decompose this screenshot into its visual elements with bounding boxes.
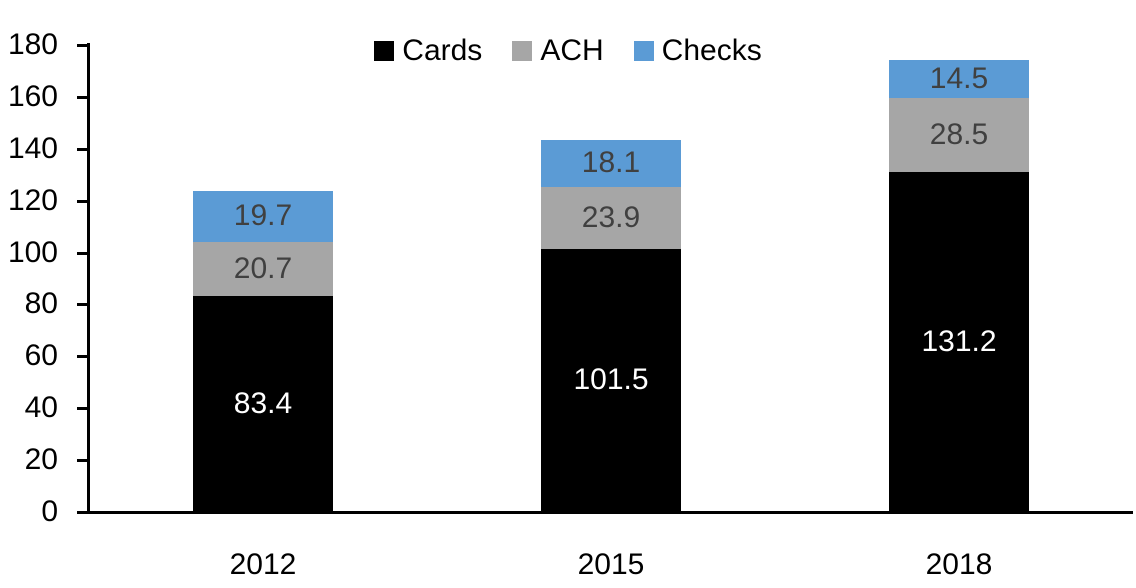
y-tick-mark bbox=[77, 303, 90, 306]
legend-label-ach: ACH bbox=[540, 34, 604, 67]
y-tick-mark bbox=[77, 96, 90, 99]
bar-value-label: 18.1 bbox=[581, 146, 641, 180]
bar-segment-ach-2015: 23.9 bbox=[541, 186, 681, 249]
bar-segment-cards-2018: 131.2 bbox=[889, 171, 1029, 512]
y-tick-label: 60 bbox=[24, 339, 58, 373]
y-tick-label: 20 bbox=[24, 443, 58, 477]
y-tick-mark bbox=[77, 459, 90, 462]
bar-2015: 18.1 23.9 101.5 bbox=[541, 139, 681, 512]
y-tick-label: 120 bbox=[7, 183, 58, 217]
y-tick-label: 180 bbox=[7, 28, 58, 61]
bar-segment-checks-2015: 18.1 bbox=[541, 139, 681, 187]
y-tick-label: 140 bbox=[7, 131, 58, 165]
bar-segment-checks-2018: 14.5 bbox=[889, 60, 1029, 98]
bar-segment-cards-2015: 101.5 bbox=[541, 248, 681, 512]
legend-item-cards: Cards bbox=[374, 33, 482, 69]
chart-legend: Cards ACH Checks bbox=[0, 33, 1136, 69]
bar-value-label: 19.7 bbox=[233, 199, 293, 233]
y-tick-mark bbox=[77, 44, 90, 47]
legend-swatch-checks-icon bbox=[633, 41, 654, 61]
y-tick-label: 160 bbox=[7, 79, 58, 113]
legend-item-checks: Checks bbox=[633, 33, 762, 69]
bar-segment-cards-2012: 83.4 bbox=[193, 295, 333, 512]
x-axis-label-2012: 2012 bbox=[229, 548, 297, 581]
bar-value-label: 23.9 bbox=[581, 200, 641, 234]
bar-segment-checks-2012: 19.7 bbox=[193, 190, 333, 242]
bar-value-label: 14.5 bbox=[929, 61, 989, 95]
y-tick-mark bbox=[77, 407, 90, 410]
legend-label-checks: Checks bbox=[661, 34, 762, 67]
y-tick-label: 0 bbox=[41, 495, 58, 528]
bar-2012: 19.7 20.7 83.4 bbox=[193, 190, 333, 512]
bar-2018: 14.5 28.5 131.2 bbox=[889, 60, 1029, 512]
y-tick-mark bbox=[77, 355, 90, 358]
bar-value-label: 131.2 bbox=[921, 324, 997, 358]
y-axis-line bbox=[87, 43, 90, 514]
legend-label-cards: Cards bbox=[402, 34, 483, 67]
bar-segment-ach-2018: 28.5 bbox=[889, 97, 1029, 172]
y-tick-label: 100 bbox=[7, 235, 58, 269]
bar-segment-ach-2012: 20.7 bbox=[193, 241, 333, 296]
x-axis-line bbox=[77, 511, 1133, 514]
x-axis-label-2015: 2015 bbox=[577, 548, 645, 581]
x-axis-label-2018: 2018 bbox=[925, 548, 993, 581]
y-tick-label: 40 bbox=[24, 391, 58, 425]
y-tick-mark bbox=[77, 252, 90, 255]
y-tick-mark bbox=[77, 200, 90, 203]
y-tick-mark bbox=[77, 148, 90, 151]
legend-swatch-ach-icon bbox=[512, 41, 533, 61]
bar-value-label: 28.5 bbox=[929, 117, 989, 151]
legend-swatch-cards-icon bbox=[374, 41, 395, 61]
legend-item-ach: ACH bbox=[512, 33, 604, 69]
y-tick-label: 80 bbox=[24, 287, 58, 321]
bar-value-label: 101.5 bbox=[573, 363, 649, 397]
bar-value-label: 83.4 bbox=[233, 386, 293, 420]
bar-value-label: 20.7 bbox=[233, 251, 293, 285]
